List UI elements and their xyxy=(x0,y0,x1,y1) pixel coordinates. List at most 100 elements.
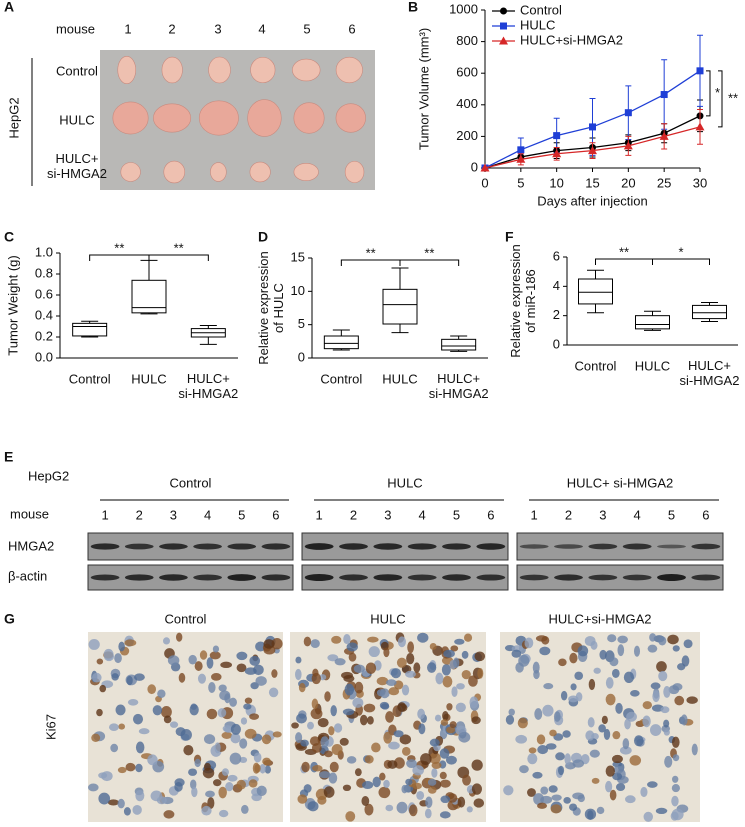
group-label: HULC+ si-HMGA2 xyxy=(567,475,674,490)
nucleus xyxy=(229,752,242,765)
nucleus xyxy=(429,752,441,765)
y-tick-label: 5 xyxy=(298,316,305,331)
y-tick-label: 0.4 xyxy=(35,307,53,322)
tumor xyxy=(198,100,239,136)
nucleus xyxy=(677,663,686,671)
nucleus xyxy=(311,698,319,710)
band xyxy=(407,543,437,550)
nucleus xyxy=(537,745,549,755)
nucleus xyxy=(156,796,167,805)
panel-letter: G xyxy=(4,611,15,627)
nucleus xyxy=(132,804,142,815)
nucleus xyxy=(599,649,607,660)
point xyxy=(588,146,597,155)
nucleus xyxy=(401,746,411,756)
nucleus xyxy=(147,684,157,695)
panel-letter: F xyxy=(505,229,514,245)
nucleus xyxy=(188,654,197,665)
nucleus xyxy=(629,755,642,766)
nucleus xyxy=(406,652,415,665)
nucleus xyxy=(301,761,310,773)
significance-label: * xyxy=(678,244,683,259)
group-label: HULC+si-HMGA2 xyxy=(549,611,652,626)
nucleus xyxy=(123,807,131,816)
band xyxy=(519,544,549,549)
nucleus xyxy=(548,785,558,793)
nucleus xyxy=(344,683,355,696)
nucleus xyxy=(248,779,258,788)
nucleus xyxy=(376,689,386,697)
nucleus xyxy=(558,658,567,667)
band xyxy=(261,574,291,581)
nucleus xyxy=(527,753,538,765)
nucleus xyxy=(396,801,408,814)
nucleus xyxy=(446,726,456,734)
nucleus xyxy=(557,765,565,776)
nucleus xyxy=(199,650,208,660)
nucleus xyxy=(670,811,679,821)
group-label: HULC xyxy=(370,611,405,626)
y-tick-label: 6 xyxy=(553,248,560,263)
nucleus xyxy=(222,725,233,733)
nucleus xyxy=(517,717,528,729)
lane-number: 3 xyxy=(599,507,606,522)
nucleus xyxy=(441,663,451,676)
lane-number: 5 xyxy=(238,507,245,522)
band xyxy=(193,543,222,550)
nucleus xyxy=(328,726,335,736)
nucleus xyxy=(371,742,381,753)
y-tick-label: 0 xyxy=(298,349,305,364)
nucleus xyxy=(353,664,365,674)
nucleus xyxy=(342,784,352,792)
tumor xyxy=(249,161,271,183)
nucleus xyxy=(587,717,595,728)
group-label: HULC xyxy=(387,475,422,490)
nucleus xyxy=(88,639,100,650)
mouse-number: 6 xyxy=(348,21,355,36)
lane-number: 1 xyxy=(316,507,323,522)
nucleus xyxy=(617,635,628,644)
legend-marker xyxy=(500,22,507,30)
nucleus xyxy=(230,732,241,744)
nucleus xyxy=(406,759,417,769)
nucleus xyxy=(413,662,421,673)
nucleus xyxy=(405,670,416,678)
nucleus xyxy=(418,723,426,735)
nucleus xyxy=(440,795,451,804)
nucleus xyxy=(169,721,179,728)
nucleus xyxy=(622,738,630,750)
nucleus xyxy=(431,768,438,778)
x-tick-label: HULC xyxy=(382,371,417,386)
nucleus xyxy=(167,655,180,666)
nucleus xyxy=(324,750,333,758)
nucleus xyxy=(236,663,247,673)
significance-label: ** xyxy=(114,240,124,255)
nucleus xyxy=(461,650,469,659)
nucleus xyxy=(388,687,400,696)
nucleus xyxy=(671,736,680,748)
box xyxy=(692,304,727,320)
nucleus xyxy=(691,743,698,756)
nucleus xyxy=(405,778,413,786)
nucleus xyxy=(295,656,302,664)
nucleus xyxy=(329,761,339,773)
nucleus xyxy=(241,804,249,814)
nucleus xyxy=(617,644,625,657)
y-tick-label: 10 xyxy=(291,283,305,298)
nucleus xyxy=(562,730,571,738)
nucleus xyxy=(244,697,253,704)
box xyxy=(382,288,418,325)
y-tick-label: 1000 xyxy=(449,1,478,16)
nucleus xyxy=(386,679,397,687)
nucleus xyxy=(213,779,222,787)
nucleus xyxy=(564,753,571,766)
point xyxy=(660,91,668,99)
nucleus xyxy=(261,734,272,745)
nucleus xyxy=(354,768,362,777)
x-tick-label: Control xyxy=(320,371,362,386)
nucleus xyxy=(135,763,143,773)
y-axis-label: Tumor Weight (g) xyxy=(5,255,20,355)
band xyxy=(622,543,652,550)
nucleus xyxy=(118,641,125,652)
